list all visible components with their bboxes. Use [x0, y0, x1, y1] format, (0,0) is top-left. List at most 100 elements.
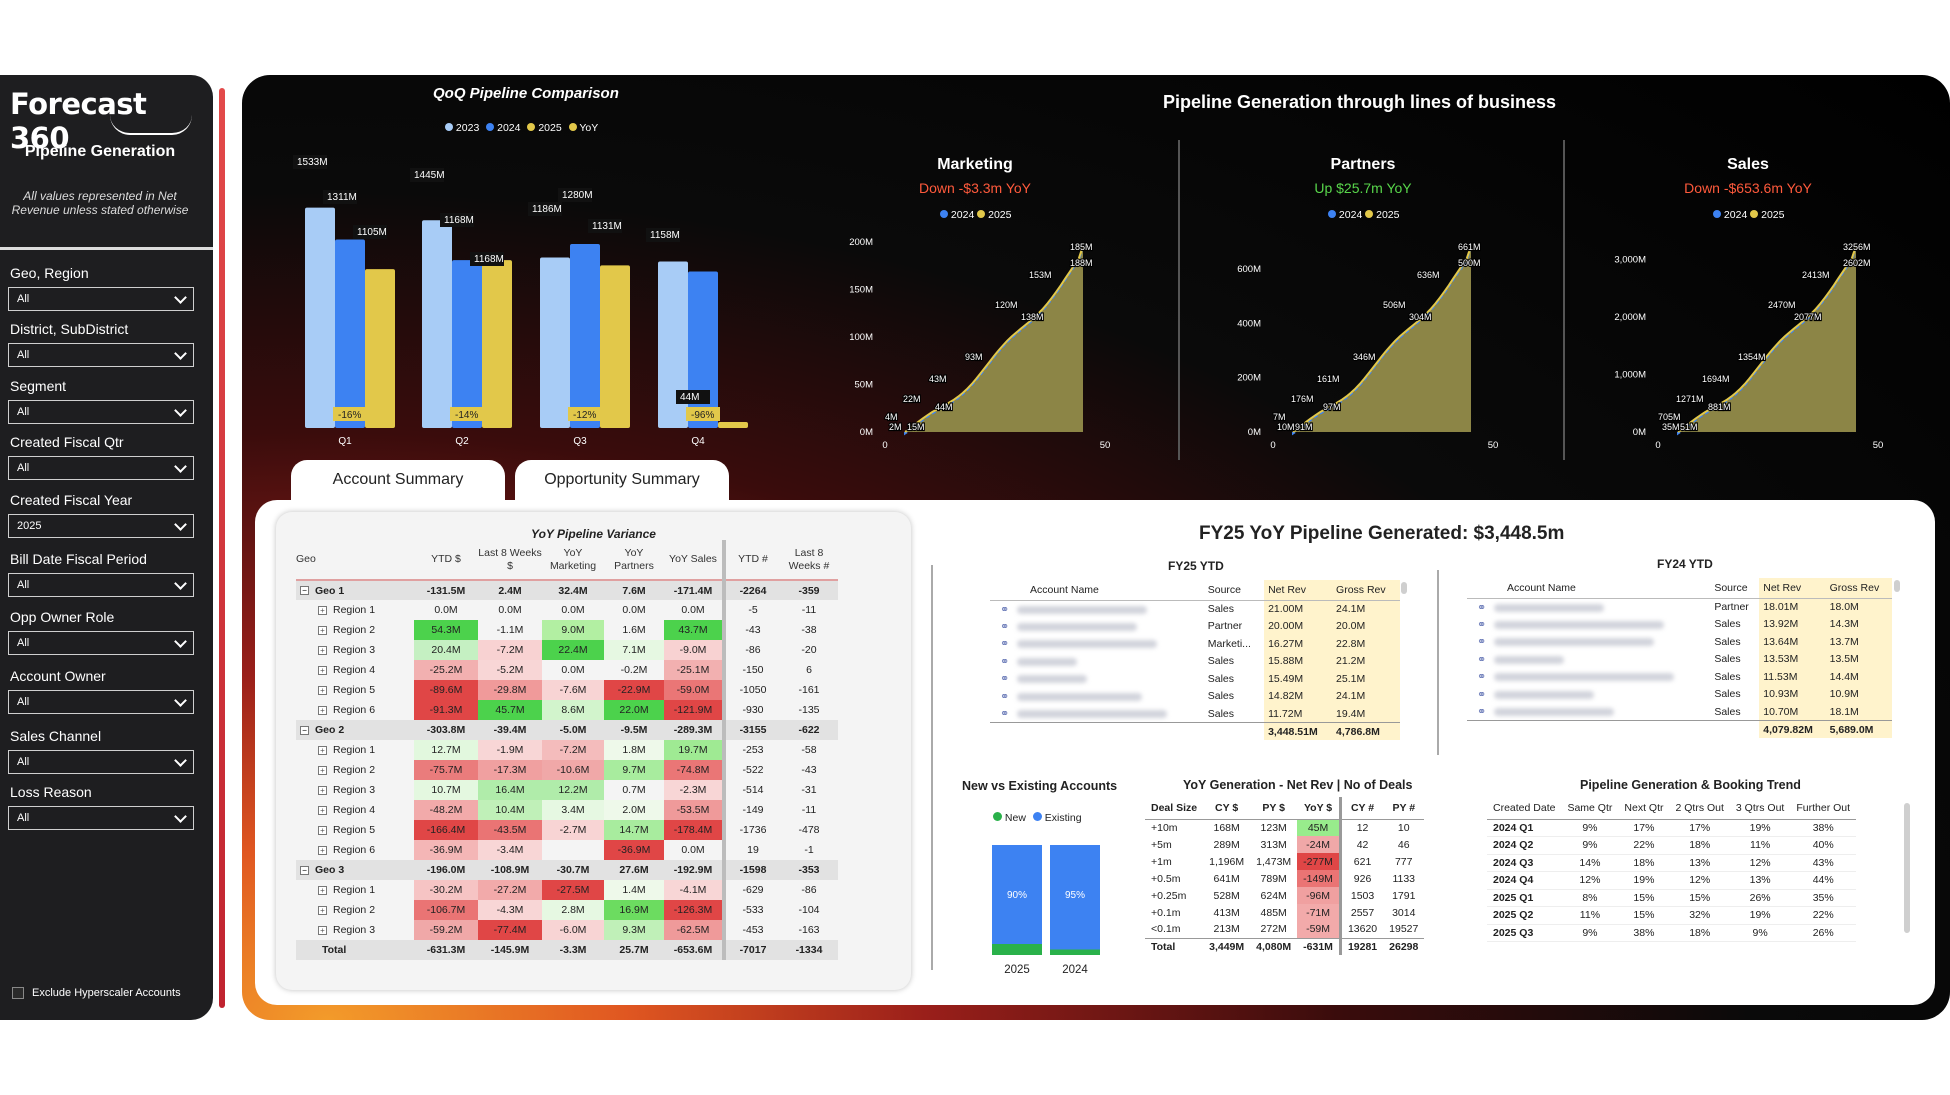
link-icon[interactable]: ⚭: [1477, 653, 1487, 666]
link-icon[interactable]: ⚭: [1477, 636, 1487, 649]
expand-icon[interactable]: +: [318, 825, 327, 835]
expand-icon[interactable]: +: [318, 745, 327, 755]
fy-header[interactable]: Net Rev: [1759, 578, 1826, 599]
variance-header[interactable]: YoY Sales: [669, 553, 717, 565]
link-icon[interactable]: ⚭: [1000, 655, 1010, 668]
fy-row[interactable]: ⚭ Sales 13.92M 14.3M: [1467, 615, 1892, 633]
expand-icon[interactable]: +: [318, 705, 327, 715]
trend-row[interactable]: 2024 Q2 9% 22% 18% 11% 40%: [1487, 836, 1857, 855]
trend-scrollbar[interactable]: [1904, 803, 1910, 933]
filter-dropdown[interactable]: All: [8, 631, 194, 655]
fy-row[interactable]: ⚭ Sales 13.53M 13.5M: [1467, 650, 1892, 668]
trend-row[interactable]: 2024 Q3 14% 18% 13% 12% 43%: [1487, 854, 1857, 872]
trend-header[interactable]: Further Out: [1790, 797, 1857, 820]
fy-row[interactable]: ⚭ Sales 11.53M 14.4M: [1467, 668, 1892, 686]
fy25-scrollbar[interactable]: [1401, 582, 1407, 594]
collapse-icon[interactable]: −: [300, 865, 309, 875]
link-icon[interactable]: ⚭: [1477, 688, 1487, 701]
fy-row[interactable]: ⚭ Partner 20.00M 20.0M: [990, 617, 1400, 635]
link-icon[interactable]: ⚭: [1000, 620, 1010, 633]
variance-header[interactable]: YTD #: [722, 540, 780, 580]
link-icon[interactable]: ⚭: [1000, 603, 1010, 616]
filter-dropdown[interactable]: All: [8, 573, 194, 597]
trend-header[interactable]: Created Date: [1487, 797, 1562, 820]
fy-row[interactable]: ⚭ Sales 10.93M 10.9M: [1467, 685, 1892, 703]
yoy-gen-row[interactable]: +0.25m 528M 624M -96M 1503 1791: [1145, 887, 1424, 904]
fy-header[interactable]: Net Rev: [1264, 580, 1333, 601]
fy-row[interactable]: ⚭ Sales 14.82M 24.1M: [990, 687, 1400, 705]
variance-row[interactable]: + Region 6 -36.9M -3.4M -36.9M 0.0M 19 -1: [296, 840, 838, 860]
filter-dropdown[interactable]: 2025: [8, 514, 194, 538]
tab-opportunity-summary[interactable]: Opportunity Summary: [515, 460, 729, 504]
yoy-gen-row[interactable]: Total 3,449M 4,080M -631M 19281 26298: [1145, 938, 1425, 955]
link-icon[interactable]: ⚭: [1477, 601, 1487, 614]
trend-row[interactable]: 2024 Q1 9% 17% 17% 19% 38%: [1487, 819, 1857, 837]
filter-dropdown[interactable]: All: [8, 400, 194, 424]
yoy-gen-header[interactable]: CY $: [1203, 797, 1251, 820]
variance-row[interactable]: + Region 1 12.7M -1.9M -7.2M 1.8M 19.7M -253 -58: [296, 740, 838, 760]
fy-header[interactable]: Source: [1710, 578, 1760, 599]
fy-row[interactable]: ⚭ Sales 13.64M 13.7M: [1467, 633, 1892, 651]
yoy-gen-row[interactable]: +0.1m 413M 485M -71M 2557 3014: [1145, 904, 1424, 921]
tab-account-summary[interactable]: Account Summary: [291, 460, 505, 504]
expand-icon[interactable]: +: [318, 925, 327, 935]
variance-row[interactable]: + Region 2 -75.7M -17.3M -10.6M 9.7M -74.8M -52…: [296, 760, 838, 780]
variance-row[interactable]: − Geo 1 -131.5M 2.4M 32.4M 7.6M -171.4M -2264 -3…: [296, 580, 838, 600]
variance-row[interactable]: + Region 1 0.0M 0.0M 0.0M 0.0M 0.0M -5 -11: [296, 600, 838, 620]
yoy-gen-header[interactable]: PY #: [1383, 797, 1425, 820]
expand-icon[interactable]: +: [318, 605, 327, 615]
yoy-gen-header[interactable]: Deal Size: [1145, 797, 1204, 820]
variance-header[interactable]: YoY Marketing: [549, 546, 597, 572]
link-icon[interactable]: ⚭: [1477, 618, 1487, 631]
expand-icon[interactable]: +: [318, 765, 327, 775]
fy-header[interactable]: Account Name: [1467, 578, 1711, 599]
variance-row[interactable]: + Region 4 -25.2M -5.2M 0.0M -0.2M -25.1M -150 6: [296, 660, 838, 680]
yoy-gen-row[interactable]: +1m 1,196M 1,473M -277M 621 777: [1145, 853, 1424, 870]
trend-header[interactable]: Same Qtr: [1561, 797, 1619, 820]
variance-row[interactable]: + Region 3 10.7M 16.4M 12.2M 0.7M -2.3M -514 -31: [296, 780, 838, 800]
yoy-gen-header[interactable]: CY #: [1338, 797, 1384, 820]
fy-row[interactable]: ⚭ Sales 15.49M 25.1M: [990, 670, 1400, 688]
variance-header[interactable]: Geo: [296, 553, 316, 565]
fy-row[interactable]: ⚭ Marketi... 16.27M 22.8M: [990, 635, 1400, 653]
variance-row[interactable]: + Region 4 -48.2M 10.4M 3.4M 2.0M -53.5M -149 -1…: [296, 800, 838, 820]
exclude-hyperscaler-checkbox[interactable]: [12, 987, 24, 999]
variance-row[interactable]: + Region 3 -59.2M -77.4M -6.0M 9.3M -62.5M -453…: [296, 920, 838, 940]
collapse-icon[interactable]: −: [300, 725, 309, 735]
fy-row[interactable]: ⚭ Sales 15.88M 21.2M: [990, 652, 1400, 670]
expand-icon[interactable]: +: [318, 805, 327, 815]
trend-row[interactable]: 2025 Q2 11% 15% 32% 19% 22%: [1487, 906, 1857, 925]
trend-row[interactable]: 2025 Q1 8% 15% 15% 26% 35%: [1487, 889, 1857, 907]
trend-header[interactable]: 3 Qtrs Out: [1729, 797, 1791, 820]
expand-icon[interactable]: +: [318, 685, 327, 695]
trend-row[interactable]: 2024 Q4 12% 19% 12% 13% 44%: [1487, 871, 1857, 890]
filter-dropdown[interactable]: All: [8, 456, 194, 480]
variance-row[interactable]: + Region 6 -91.3M 45.7M 8.6M 22.0M -121.9M -930…: [296, 700, 838, 720]
yoy-gen-row[interactable]: +5m 289M 313M -24M 42 46: [1145, 836, 1424, 853]
fy-header[interactable]: Gross Rev: [1332, 580, 1400, 601]
variance-row[interactable]: + Region 5 -166.4M -43.5M -2.7M 14.7M -178.4M -…: [296, 820, 838, 840]
variance-header[interactable]: YoY Partners: [614, 546, 654, 572]
link-icon[interactable]: ⚭: [1477, 671, 1487, 684]
variance-header[interactable]: Last 8 Weeks #: [788, 546, 830, 572]
link-icon[interactable]: ⚭: [1477, 706, 1487, 718]
filter-dropdown[interactable]: All: [8, 806, 194, 830]
trend-row[interactable]: 2025 Q3 9% 38% 18% 9% 26%: [1487, 924, 1857, 942]
expand-icon[interactable]: +: [318, 845, 327, 855]
variance-row[interactable]: + Region 2 -106.7M -4.3M 2.8M 16.9M -126.3M -53…: [296, 900, 838, 920]
yoy-gen-header[interactable]: PY $: [1250, 797, 1298, 820]
fy-row[interactable]: ⚭ Partner 18.01M 18.0M: [1467, 598, 1892, 616]
expand-icon[interactable]: +: [318, 885, 327, 895]
link-icon[interactable]: ⚭: [1000, 708, 1010, 720]
filter-dropdown[interactable]: All: [8, 343, 194, 367]
expand-icon[interactable]: +: [318, 625, 327, 635]
yoy-gen-row[interactable]: +10m 168M 123M 45M 12 10: [1145, 819, 1424, 836]
fy24-scrollbar[interactable]: [1894, 580, 1900, 592]
variance-row[interactable]: + Region 1 -30.2M -27.2M -27.5M 1.4M -4.1M -629…: [296, 880, 838, 900]
variance-row[interactable]: Total -631.3M -145.9M -3.3M 25.7M -653.6M -701…: [296, 940, 838, 960]
filter-dropdown[interactable]: All: [8, 690, 194, 714]
fy-header[interactable]: Account Name: [990, 580, 1204, 601]
fy-header[interactable]: Source: [1203, 580, 1265, 601]
variance-row[interactable]: + Region 5 -89.6M -29.8M -7.6M -22.9M -59.0M -1…: [296, 680, 838, 700]
fy-row[interactable]: ⚭ Sales 21.00M 24.1M: [990, 600, 1400, 618]
